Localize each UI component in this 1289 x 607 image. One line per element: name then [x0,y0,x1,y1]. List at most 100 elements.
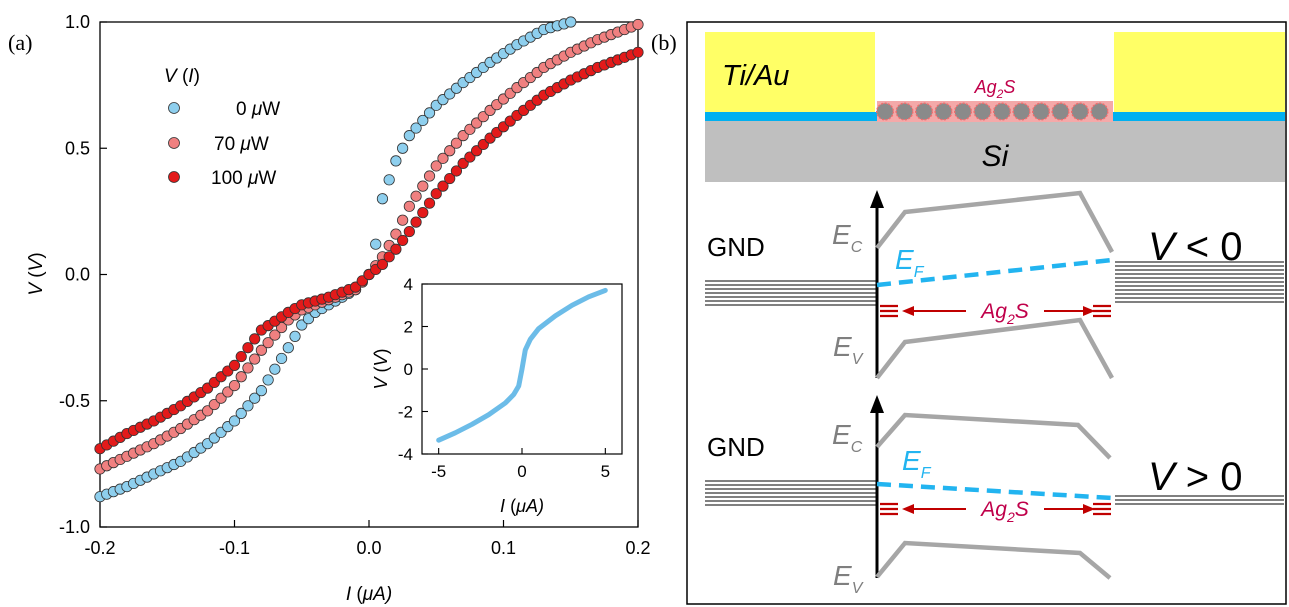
ef-label: EF [895,244,925,281]
fermi-level [876,257,1113,288]
data-point-series-2 [228,359,241,371]
data-point-series-1 [235,371,247,383]
gnd-label: GND [707,432,765,462]
inset-y-tick-label: 2 [404,318,413,337]
data-point-series-0 [417,114,429,127]
ag2s-nanoparticle [1012,102,1031,121]
legend-entry-0uW: 0 μW [236,99,280,120]
data-point-series-0 [262,374,274,386]
right-contact-states [1115,261,1284,303]
x-tick-label: -0.1 [219,538,250,558]
ev-label: EV [833,331,864,368]
y-tick-label: 0.0 [65,265,90,285]
y-axis-label: V (V) [26,252,47,295]
data-point-series-1 [410,190,422,202]
legend-entry-100uW: 100 μW [211,168,276,189]
conduction-band-edge [875,412,1112,460]
ag2s-band-label: Ag2S [979,498,1029,525]
data-point-series-2 [383,251,395,263]
right-arrowhead [1083,306,1095,316]
panel-b-label: (b) [651,30,677,55]
inset-x-tick-label: -5 [431,462,446,481]
ag2s-nanoparticle [934,102,953,121]
ec-label: EC [832,419,863,456]
inset-y-tick-label: -2 [398,403,413,422]
ag2s-trap-states [880,502,1111,516]
data-point-series-2 [397,234,409,247]
ag2s-nanoparticle [1051,102,1070,121]
data-point-series-1 [255,344,267,356]
ag2s-nanoparticle [1090,102,1109,121]
data-point-series-0 [275,352,288,365]
data-point-series-0 [255,385,267,397]
ag2s-nanoparticle [993,102,1012,121]
y-tick-label: 1.0 [65,12,90,32]
ag2s-nanoparticle [915,102,934,121]
left-arrowhead [902,306,914,316]
x-tick-label: 0.2 [625,538,650,558]
legend-entry-70uW: 70 μW [214,134,269,155]
data-point-series-1 [450,137,463,149]
left-metal-contact [705,32,875,112]
ec-label: EC [832,219,863,256]
main-axis-ticks [99,21,639,528]
data-point-series-0 [565,16,577,28]
data-point-series-0 [376,193,389,205]
panel-b-frame [686,21,1287,605]
y-tick-label: -1.0 [59,517,90,537]
metal-label: Ti/Au [722,60,789,92]
ag2s-nanoparticle [954,102,973,121]
x-tick-label: 0.0 [356,538,381,558]
data-point-series-0 [249,392,261,404]
ag2s-nanoparticle [1031,102,1050,121]
data-point-series-1 [403,200,415,212]
data-point-series-0 [228,415,241,427]
data-point-series-1 [262,337,274,349]
panel-a: (a) -0.2 -0.1 0.0 0.1 0.2 -1.0-0.50.00.51.0 … [8,12,651,605]
data-point-series-2 [249,333,261,345]
ag2s-nanoparticle [876,102,895,121]
data-point-series-0 [282,342,294,354]
main-y-tick-labels: -1.0 -0.5 0.0 0.5 1.0 [59,12,90,537]
main-scatter-points [94,16,644,503]
device-cross-section: Ti/Au Ag2S Si [705,32,1285,182]
data-point-series-2 [632,46,644,58]
bias-positive-label: V > 0 [1148,455,1243,499]
y-tick-label: 0.5 [65,138,90,158]
energy-axis-arrowhead [870,190,884,208]
ag2s-label: Ag2S [974,77,1016,101]
right-metal-contact [1114,32,1285,112]
data-point-series-0 [242,400,254,412]
ag2s-nanoparticle [895,102,914,121]
valence-band-edge [875,317,1114,380]
inset-y-axis-label: V (V) [371,348,391,389]
legend-title: V (I) [164,66,200,87]
data-point-series-1 [430,160,442,172]
gnd-label: GND [707,232,765,262]
data-point-series-1 [397,214,409,226]
data-point-series-1 [228,379,241,392]
data-point-series-0 [383,174,395,186]
band-diagram-negative-bias: GND EC EV EF Ag2S V < 0 [705,190,1284,380]
data-point-series-1 [249,353,261,365]
data-point-series-0 [403,130,415,142]
data-point-series-2 [410,216,422,228]
inset-x-tick-label: 5 [601,462,610,481]
data-point-series-2 [403,225,415,238]
energy-axis-arrowhead [870,395,884,413]
data-point-series-2 [444,172,456,185]
left-contact-states [705,480,876,506]
ef-label: EF [902,445,932,482]
inset-x-axis-label: I (μA) [500,496,544,516]
inset-axis-ticks [422,283,606,455]
data-point-series-0 [289,330,301,342]
inset-y-tick-label: 4 [404,275,413,294]
ag2s-nanoparticle [973,102,992,121]
data-point-series-2 [390,243,402,255]
right-contact-states [1115,495,1284,505]
conduction-band-edge [875,190,1114,254]
right-arrowhead [1083,504,1095,514]
inset-x-tick-labels: -5 0 5 [431,462,610,481]
data-point-series-0 [423,107,436,119]
